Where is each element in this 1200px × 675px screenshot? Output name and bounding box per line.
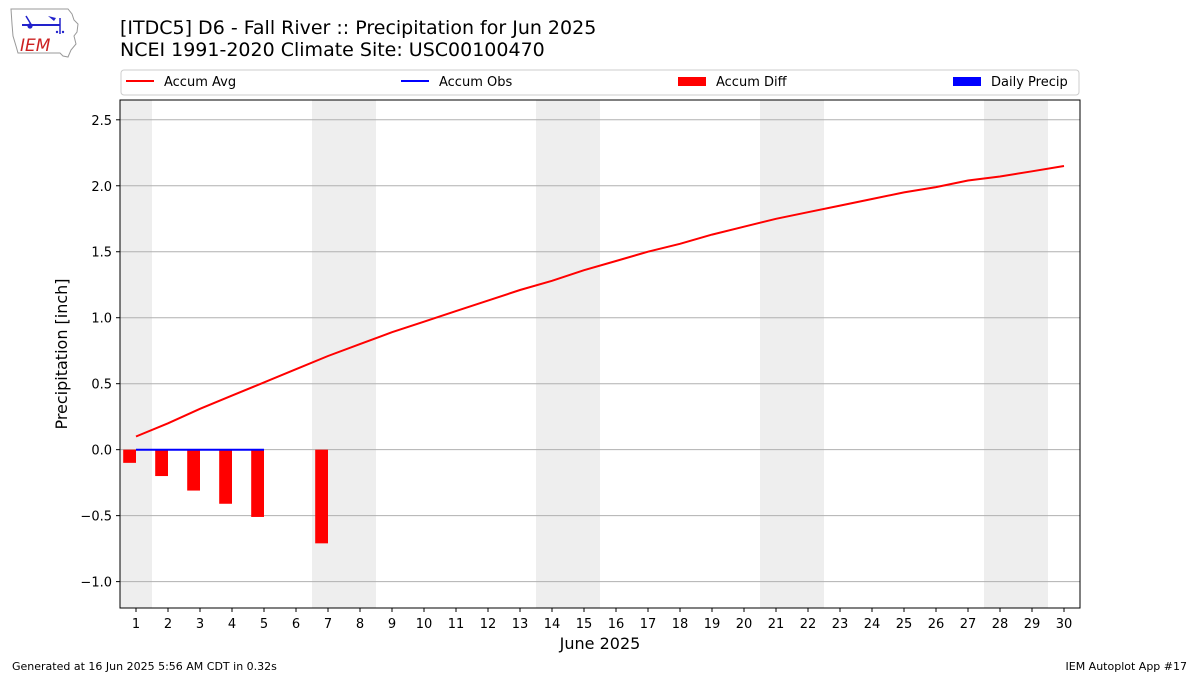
accum-diff-bar-2 xyxy=(155,449,168,477)
accum-diff-bar-5 xyxy=(251,449,264,517)
x-tick-label-28: 28 xyxy=(992,617,1009,632)
x-tick-label-25: 25 xyxy=(896,617,913,632)
x-tick-label-5: 5 xyxy=(260,617,268,632)
legend: Accum Avg Accum Obs Accum Diff Daily Precip xyxy=(120,69,1080,96)
x-tick-label-27: 27 xyxy=(960,617,977,632)
x-tick-label-14: 14 xyxy=(544,617,561,632)
chart-subtitle: NCEI 1991-2020 Climate Site: USC00100470 xyxy=(120,39,545,61)
x-tick-label-18: 18 xyxy=(672,617,689,632)
accum-diff-bar-1 xyxy=(123,449,136,463)
y-tick-label-2: 0.0 xyxy=(91,444,112,459)
x-tick-label-16: 16 xyxy=(608,617,625,632)
x-tick-label-30: 30 xyxy=(1056,617,1073,632)
plot-frame xyxy=(119,99,1081,609)
x-tick-label-15: 15 xyxy=(576,617,593,632)
x-tick-label-19: 19 xyxy=(704,617,721,632)
legend-swatch-accum-diff xyxy=(678,77,706,86)
x-tick-label-23: 23 xyxy=(832,617,849,632)
x-tick-label-9: 9 xyxy=(388,617,396,632)
x-tick-label-2: 2 xyxy=(164,617,172,632)
x-tick-label-8: 8 xyxy=(356,617,364,632)
iowa-outline xyxy=(10,8,79,58)
weekend-shade-3 xyxy=(760,100,824,608)
y-tick-label-5: 1.5 xyxy=(91,246,112,261)
legend-label-accum-obs: Accum Obs xyxy=(439,75,512,90)
x-tick-label-13: 13 xyxy=(512,617,529,632)
x-axis-label: June 2025 xyxy=(559,634,641,653)
accum-diff-bar-4 xyxy=(219,449,232,504)
accum-avg-line xyxy=(135,165,1065,438)
x-tick-label-6: 6 xyxy=(292,617,300,632)
x-tick-label-3: 3 xyxy=(196,617,204,632)
legend-box xyxy=(120,69,1080,96)
x-tick-label-11: 11 xyxy=(448,617,465,632)
logo-text: IEM xyxy=(20,36,51,56)
legend-label-daily-precip: Daily Precip xyxy=(991,75,1068,90)
x-tick-label-22: 22 xyxy=(800,617,817,632)
x-tick-label-17: 17 xyxy=(640,617,657,632)
accum-diff-bar-7 xyxy=(315,449,328,544)
y-tick-label-4: 1.0 xyxy=(91,312,112,327)
footer-app: IEM Autoplot App #17 xyxy=(1065,660,1188,673)
legend-swatch-daily-precip xyxy=(953,77,981,86)
x-tick-label-7: 7 xyxy=(324,617,332,632)
y-tick-label-7: 2.5 xyxy=(91,114,112,129)
y-tick-label-0: −1.0 xyxy=(80,576,112,591)
weekend-shade-2 xyxy=(536,100,600,608)
x-tick-label-12: 12 xyxy=(480,617,497,632)
legend-label-accum-diff: Accum Diff xyxy=(716,75,788,90)
weekend-shade-0 xyxy=(120,100,152,608)
axes: 1 2 3 4 5 6 7 8 9 10 11 12 13 14 15 16 17 18 19 20 21 22 23 24 2… xyxy=(52,99,1081,653)
chart-title: [ITDC5] D6 - Fall River :: Precipitation… xyxy=(120,17,597,39)
legend-label-accum-avg: Accum Avg xyxy=(164,75,236,90)
x-tick-label-24: 24 xyxy=(864,617,881,632)
x-tick-label-20: 20 xyxy=(736,617,753,632)
x-tick-label-1: 1 xyxy=(132,617,140,632)
x-tick-label-26: 26 xyxy=(928,617,945,632)
accum-diff-bar-3 xyxy=(187,449,200,491)
y-tick-label-6: 2.0 xyxy=(91,180,112,195)
footer-generated: Generated at 16 Jun 2025 5:56 AM CDT in … xyxy=(12,660,277,673)
x-tick-label-29: 29 xyxy=(1024,617,1041,632)
x-tick-label-4: 4 xyxy=(228,617,236,632)
chart-title-block: [ITDC5] D6 - Fall River :: Precipitation… xyxy=(120,17,596,61)
weekend-shade-4 xyxy=(984,100,1048,608)
iem-logo: IEM xyxy=(10,8,79,58)
y-tick-label-1: −0.5 xyxy=(80,510,112,525)
plot-area xyxy=(120,100,1080,608)
y-tick-label-3: 0.5 xyxy=(91,378,112,393)
x-tick-label-21: 21 xyxy=(768,617,785,632)
y-axis-label: Precipitation [inch] xyxy=(52,278,71,429)
x-tick-label-10: 10 xyxy=(416,617,433,632)
